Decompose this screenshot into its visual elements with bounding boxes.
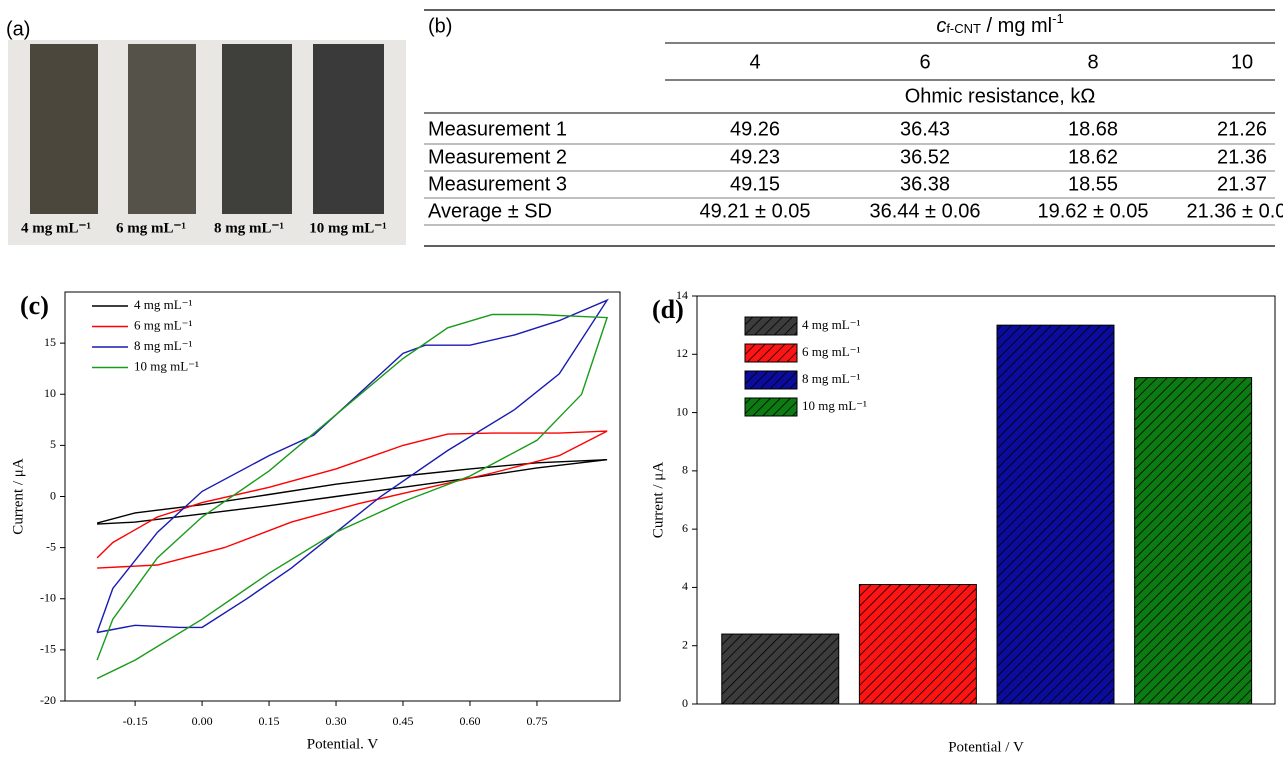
table-cell: 36.43 [900,118,950,140]
header-sub: f-CNT [946,21,981,36]
plot-frame [64,291,621,702]
cv-curve [96,298,609,634]
film-strip [128,44,196,214]
bar [996,324,1115,705]
table-cell: 21.37 [1217,173,1267,195]
charts: (c) -20 -15 -10 -5 0 5 10 15 Current / μA Potentia… [10,288,1276,755]
table-cell: 18.68 [1068,118,1118,140]
y-tick-label: 10 [676,404,688,418]
table-cell: 21.36 [1217,146,1267,168]
legend-swatch [744,397,798,417]
header-sup: -1 [1052,11,1064,26]
x-tick-label: 0.45 [393,714,414,728]
row-label: Measurement 1 [428,118,567,140]
film-strip [30,44,98,214]
table-cell: 18.62 [1068,146,1118,168]
table-header: cf-CNT / mg ml-1 [936,11,1063,37]
y-tick-label: -5 [46,539,56,553]
sample-label: 4 mg mL⁻¹ [21,220,91,236]
x-tick-label: 0.00 [192,714,213,728]
y-tick-label: 0 [50,488,56,502]
y-tick-label: 10 [44,386,56,400]
y-tick-label: 15 [44,335,56,349]
header-unit: / mg ml [981,15,1052,37]
y-tick-label: 4 [682,579,688,593]
legend-label: 6 mg mL⁻¹ [134,317,193,332]
film-strip [313,44,384,214]
table-cell: 36.44 ± 0.06 [869,200,980,222]
table-cell: 21.26 [1217,118,1267,140]
plot-frame [696,295,1276,705]
column-header: 8 [1087,51,1098,73]
table-subheader: Ohmic resistance, kΩ [905,85,1096,107]
table-cell: 49.15 [730,173,780,195]
column-header: 4 [749,51,760,73]
header-var: c [936,15,946,37]
table-cell: 36.38 [900,173,950,195]
panel-label: (c) [20,291,49,320]
legend-swatch [744,343,798,363]
row-label: Measurement 3 [428,173,567,195]
table-body: 4 6 8 10 Measurement 1 49.26 36.43 18.68 21.26 Me… [428,51,1283,222]
x-tick-label: 0.60 [459,714,480,728]
x-tick-label: 0.30 [326,714,347,728]
row-label: Measurement 2 [428,146,567,168]
y-tick-label: 5 [50,437,56,451]
legend-label: 4 mg mL⁻¹ [802,317,861,332]
bar [858,584,977,705]
sample-label: 8 mg mL⁻¹ [214,220,284,236]
legend-swatch [744,370,798,390]
table-cell: 36.52 [900,146,950,168]
legend-label: 10 mg mL⁻¹ [802,398,867,413]
y-axis-label: Current / μA [10,458,26,535]
film-strip [222,44,292,214]
legend-label: 10 mg mL⁻¹ [134,358,199,373]
sample-label: 10 mg mL⁻¹ [309,220,386,236]
y-tick-label: 12 [676,346,688,360]
legend-label: 6 mg mL⁻¹ [802,344,861,359]
bar [721,633,840,705]
table-cell: 49.23 [730,146,780,168]
table-cell: 49.26 [730,118,780,140]
legend-label: 8 mg mL⁻¹ [802,371,861,386]
legend-label: 8 mg mL⁻¹ [134,338,193,353]
table-cell: 49.21 ± 0.05 [699,200,810,222]
table-cell: 18.55 [1068,173,1118,195]
y-tick-label: -15 [40,642,56,656]
cv-curve [96,459,608,525]
x-axis-label: Potential / V [948,739,1024,755]
y-tick-label: -10 [40,591,56,605]
y-tick-label: 14 [676,288,688,302]
column-header: 6 [919,51,930,73]
y-tick-label: -20 [40,693,56,707]
bar [1134,377,1253,705]
column-header: 10 [1231,51,1253,73]
x-tick-label: 0.15 [259,714,280,728]
x-tick-label: -0.15 [123,714,148,728]
cv-curve [96,313,609,680]
sample-label: 6 mg mL⁻¹ [116,220,186,236]
table-cell: 21.36 ± 0.08 [1186,200,1283,222]
x-tick-label: 0.75 [526,714,547,728]
panel-label: (a) [6,18,30,40]
table [424,9,1275,247]
y-tick-label: 2 [682,637,688,651]
panel-label: (b) [428,15,452,37]
y-tick-label: 8 [682,463,688,477]
table-cell: 19.62 ± 0.05 [1037,200,1148,222]
legend-swatch [744,316,798,336]
legend-label: 4 mg mL⁻¹ [134,297,193,312]
panel-label: (d) [652,295,684,324]
row-label: Average ± SD [428,200,552,222]
x-axis-label: Potential. V [307,736,379,752]
y-tick-label: 0 [682,696,688,710]
cv-curve [96,430,608,569]
y-axis-label: Current / μA [650,462,666,539]
y-tick-label: 6 [682,521,688,535]
